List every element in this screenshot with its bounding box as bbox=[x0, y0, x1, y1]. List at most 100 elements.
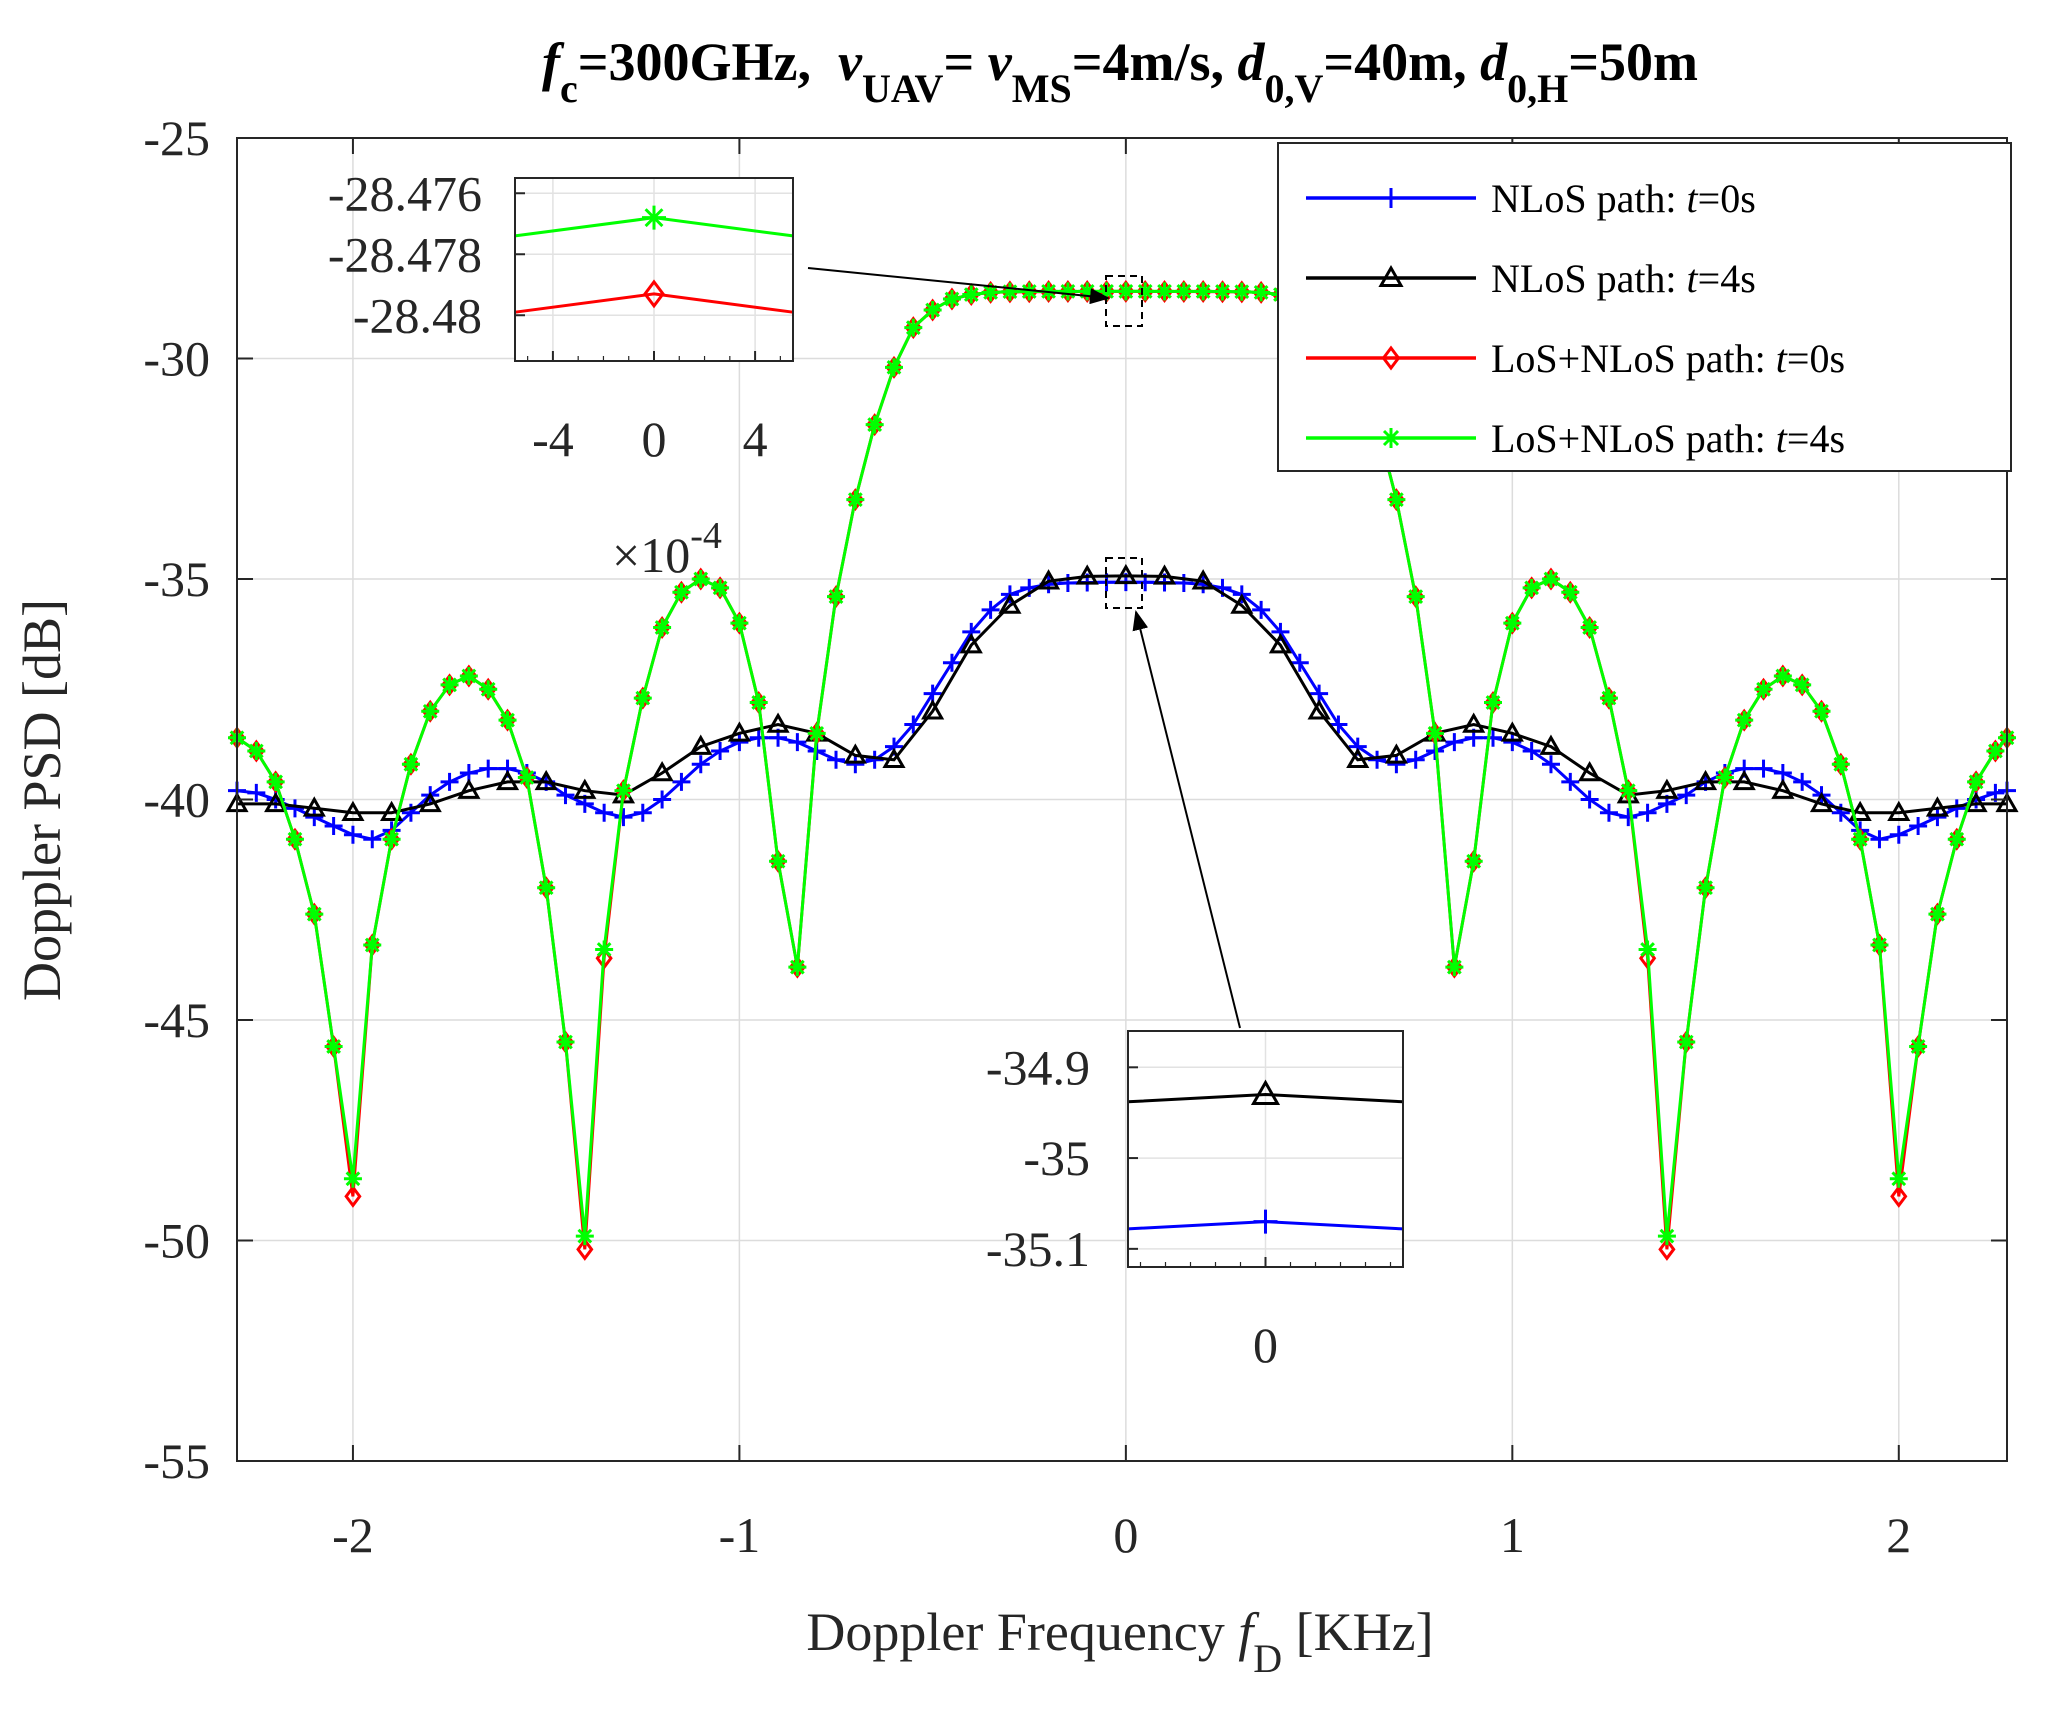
inset-x-tick-label: 4 bbox=[743, 411, 768, 467]
data-point-marker bbox=[1638, 940, 1657, 959]
data-point-marker bbox=[247, 783, 266, 802]
data-point-marker bbox=[1503, 733, 1522, 752]
data-point-marker bbox=[1754, 759, 1773, 778]
inset-series-0 bbox=[1127, 1079, 1404, 1106]
data-point-marker bbox=[730, 614, 749, 633]
data-point-marker bbox=[1484, 693, 1502, 712]
data-point-marker bbox=[672, 772, 691, 791]
data-point-marker bbox=[633, 803, 652, 822]
title-part3: =4m/s, bbox=[1072, 32, 1238, 92]
data-point-marker bbox=[285, 830, 304, 849]
data-point-marker bbox=[1693, 769, 1718, 791]
data-point-marker bbox=[788, 733, 807, 752]
data-point-marker bbox=[1928, 808, 1947, 827]
data-point-marker bbox=[1638, 803, 1657, 822]
data-point-marker bbox=[1191, 569, 1215, 590]
data-point-marker bbox=[827, 587, 846, 606]
data-point-marker bbox=[1928, 905, 1947, 924]
data-point-marker bbox=[614, 781, 633, 800]
legend-marker bbox=[1378, 264, 1404, 287]
data-point-marker bbox=[807, 724, 826, 743]
data-point-marker bbox=[302, 796, 326, 817]
data-point-marker bbox=[459, 667, 478, 686]
data-point-marker bbox=[730, 733, 749, 752]
data-point-marker bbox=[537, 878, 556, 897]
data-point-marker bbox=[495, 769, 520, 791]
inset-upper: -4 0 4-28.476-28.478-28.48 ×10-4 bbox=[328, 165, 794, 583]
data-point-marker bbox=[247, 741, 266, 760]
data-point-marker bbox=[921, 699, 945, 720]
zoom-box-upper bbox=[807, 267, 1143, 327]
data-point-marker bbox=[711, 578, 730, 597]
data-point-marker bbox=[1503, 614, 1522, 633]
title-f-sub: c bbox=[560, 66, 578, 111]
data-point-marker bbox=[1812, 702, 1831, 721]
data-point-marker bbox=[1252, 600, 1271, 619]
data-point-marker bbox=[923, 300, 942, 319]
legend-label: NLoS path: t=0s bbox=[1491, 176, 1756, 221]
data-point-marker bbox=[884, 358, 903, 377]
data-point-marker bbox=[865, 415, 884, 434]
data-point-marker bbox=[1290, 653, 1309, 672]
data-point-marker bbox=[1346, 747, 1370, 769]
title-d2: d bbox=[1480, 32, 1508, 92]
data-point-marker bbox=[846, 755, 865, 774]
data-point-marker bbox=[1964, 791, 1988, 813]
data-point-marker bbox=[479, 680, 498, 699]
data-point-marker bbox=[1406, 587, 1425, 606]
title-d1: d bbox=[1237, 32, 1265, 92]
data-point-marker bbox=[1000, 282, 1019, 301]
x-axis-label-text: Doppler Frequency bbox=[806, 1602, 1238, 1662]
data-point-marker bbox=[904, 715, 923, 734]
data-point-marker bbox=[1406, 750, 1425, 769]
data-point-marker bbox=[1947, 830, 1966, 849]
data-point-marker bbox=[343, 1169, 362, 1188]
data-point-marker bbox=[1152, 564, 1177, 585]
data-point-marker bbox=[1387, 755, 1406, 774]
y-tick-label: -50 bbox=[143, 1213, 210, 1269]
data-point-marker bbox=[1793, 772, 1812, 791]
data-point-marker bbox=[1058, 573, 1077, 592]
inset-upper-grid bbox=[515, 178, 793, 361]
x-axis-label-unit: [KHz] bbox=[1282, 1602, 1433, 1662]
data-point-marker bbox=[1889, 1169, 1908, 1188]
data-point-marker bbox=[1677, 786, 1696, 805]
inset-upper-series bbox=[514, 205, 794, 314]
data-point-marker bbox=[1541, 755, 1560, 774]
legend-marker bbox=[1381, 345, 1401, 371]
x-tick-label: 1 bbox=[1500, 1507, 1525, 1563]
data-point-marker bbox=[1368, 750, 1387, 769]
data-point-marker bbox=[556, 1033, 575, 1052]
y-tick-label: -25 bbox=[143, 110, 210, 166]
y-axis-label: Doppler PSD [dB] bbox=[12, 599, 72, 1001]
data-point-marker bbox=[440, 772, 459, 791]
data-point-marker bbox=[363, 830, 382, 849]
data-point-marker bbox=[1578, 761, 1602, 782]
legend-label: LoS+NLoS path: t=4s bbox=[1491, 416, 1845, 461]
data-point-marker bbox=[650, 761, 674, 782]
data-point-marker bbox=[614, 808, 633, 827]
inset-series-line bbox=[514, 292, 794, 314]
data-point-marker bbox=[962, 285, 981, 304]
data-point-marker bbox=[942, 653, 961, 672]
x-tick-label: -1 bbox=[719, 1507, 761, 1563]
data-point-marker bbox=[1619, 808, 1638, 827]
data-point-marker bbox=[1986, 741, 2005, 760]
data-point-marker bbox=[1078, 282, 1097, 301]
legend: NLoS path: t=0s NLoS path: t=4s LoS+NLoS p… bbox=[1277, 142, 2012, 472]
data-point-marker bbox=[344, 1184, 362, 1208]
inset-data-point-marker bbox=[642, 205, 666, 230]
data-point-marker bbox=[1677, 1033, 1696, 1052]
legend-entry: NLoS path: t=4s bbox=[1306, 256, 1756, 301]
data-point-marker bbox=[766, 712, 790, 733]
data-point-marker bbox=[1887, 800, 1911, 821]
data-point-marker bbox=[1464, 852, 1483, 871]
data-point-marker bbox=[576, 1237, 594, 1261]
zoom-arrow-lower bbox=[1132, 610, 1241, 1029]
inset-x-tick-label: 0 bbox=[642, 411, 667, 467]
data-point-marker bbox=[1426, 724, 1445, 743]
y-tick-label: -40 bbox=[143, 772, 210, 828]
series-0 bbox=[228, 573, 2016, 849]
legend-marker bbox=[1381, 428, 1401, 448]
data-point-marker bbox=[324, 1037, 343, 1056]
